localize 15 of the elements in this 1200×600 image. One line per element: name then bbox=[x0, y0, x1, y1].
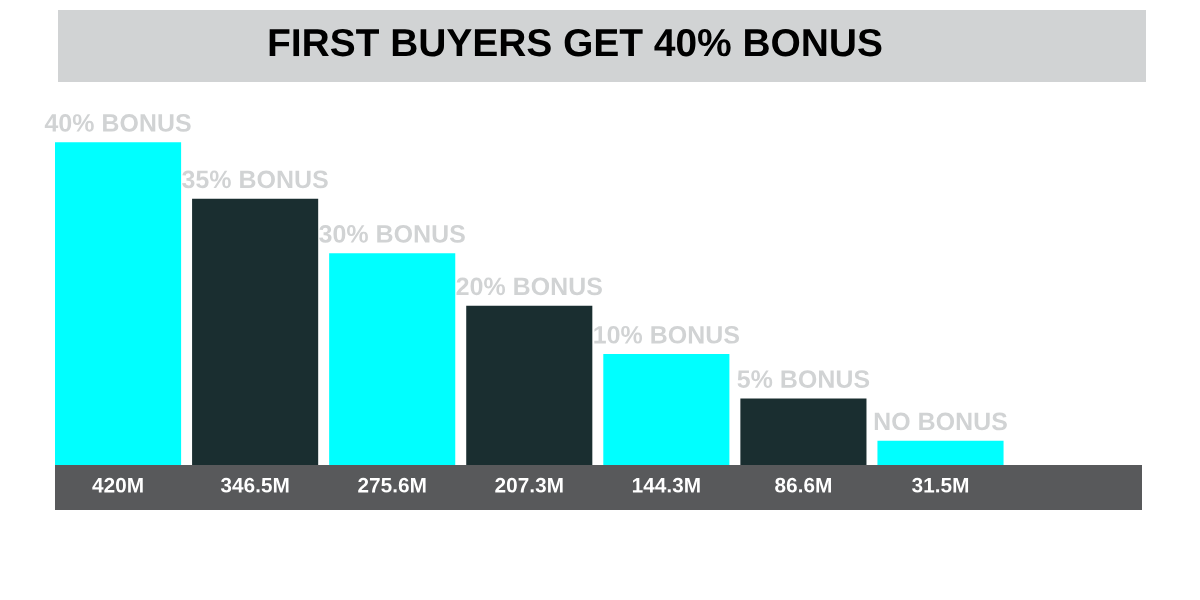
bar bbox=[877, 440, 1004, 465]
data-label: 31.5M bbox=[912, 477, 969, 493]
data-label: 207.3M bbox=[495, 477, 563, 493]
bar bbox=[603, 354, 730, 465]
bar bbox=[55, 142, 182, 465]
data-label: 420M bbox=[92, 477, 143, 493]
data-label: 346.5M bbox=[220, 477, 289, 493]
bar bbox=[740, 398, 867, 465]
bar bbox=[466, 305, 593, 465]
chart-title: FIRST BUYERS GET 40% BONUS bbox=[269, 28, 882, 57]
bar bbox=[329, 253, 456, 465]
data-label: 275.6M bbox=[358, 477, 426, 493]
data-label: 144.3M bbox=[632, 477, 700, 493]
bar bbox=[192, 198, 319, 465]
data-label: 86.6M bbox=[775, 477, 831, 493]
